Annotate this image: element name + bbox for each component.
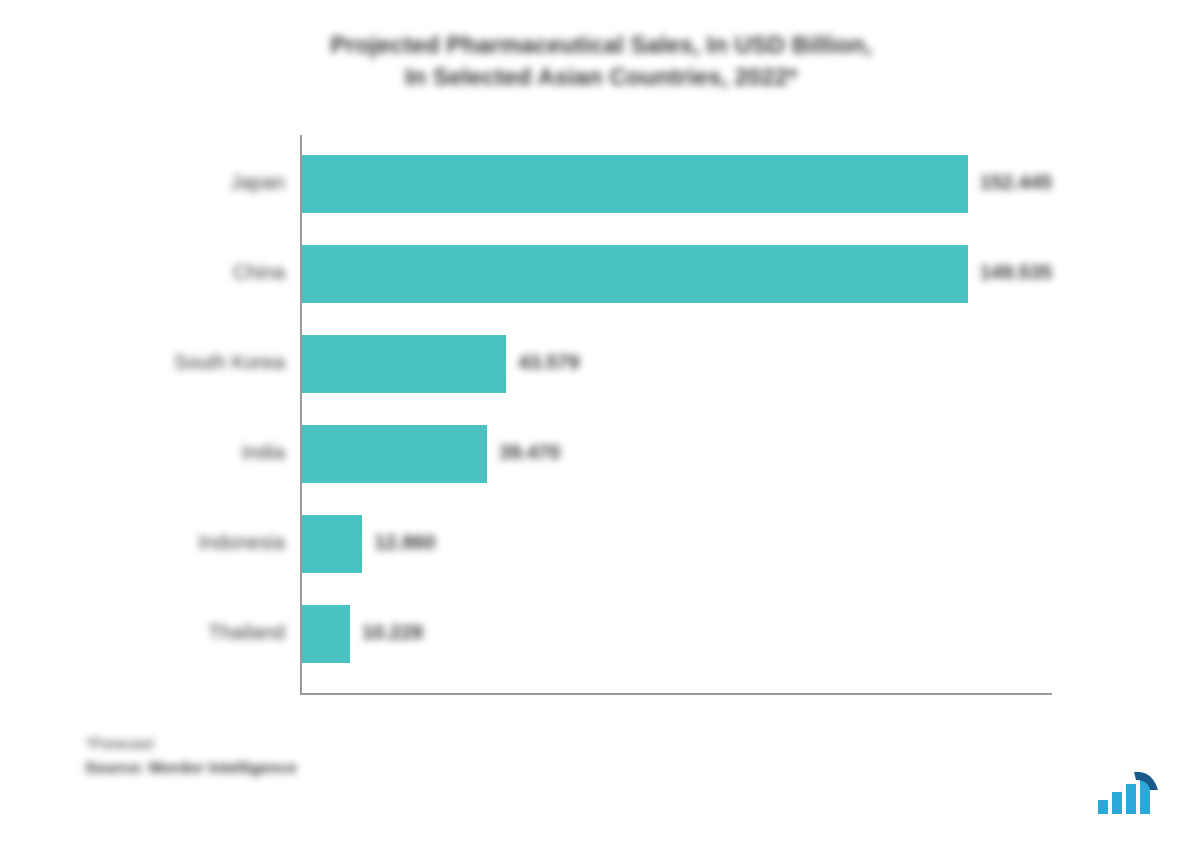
- bar-row: 152.445: [302, 155, 1052, 213]
- bar-value-label: 152.445: [980, 172, 1052, 195]
- bar-value-label: 43.579: [518, 352, 579, 375]
- bar-row: 12.860: [302, 515, 1052, 573]
- bar: [302, 425, 487, 483]
- category-label: Indonesia: [90, 515, 285, 573]
- bar: [302, 155, 968, 213]
- bar-value-label: 149.535: [980, 262, 1052, 285]
- bar: [302, 605, 350, 663]
- bar: [302, 515, 362, 573]
- chart-title-line1: Projected Pharmaceutical Sales, In USD B…: [50, 30, 1152, 62]
- category-label: Japan: [90, 155, 285, 213]
- bar-value-label: 10.228: [362, 622, 423, 645]
- bar-row: 43.579: [302, 335, 1052, 393]
- chart-title: Projected Pharmaceutical Sales, In USD B…: [50, 30, 1152, 95]
- bar-row: 10.228: [302, 605, 1052, 663]
- chart-footnote: *Forecast Source: Mordor Intelligence: [85, 736, 297, 778]
- footnote-forecast: *Forecast: [85, 736, 297, 754]
- footnote-source: Source: Mordor Intelligence: [85, 760, 297, 778]
- category-label: Thailand: [90, 605, 285, 663]
- brand-logo: [1092, 770, 1162, 818]
- bar: [302, 335, 506, 393]
- chart-area: Japan China South Korea India Indonesia Thail…: [90, 135, 1092, 695]
- chart-plot: 152.445 149.535 43.579 39.470 12.860 10.228: [300, 135, 1052, 695]
- category-label: South Korea: [90, 335, 285, 393]
- bar: [302, 245, 968, 303]
- category-label: India: [90, 425, 285, 483]
- category-label: China: [90, 245, 285, 303]
- bar-row: 149.535: [302, 245, 1052, 303]
- bar-value-label: 12.860: [374, 532, 435, 555]
- chart-title-line2: In Selected Asian Countries, 2022*: [50, 62, 1152, 94]
- bar-value-label: 39.470: [499, 442, 560, 465]
- bar-row: 39.470: [302, 425, 1052, 483]
